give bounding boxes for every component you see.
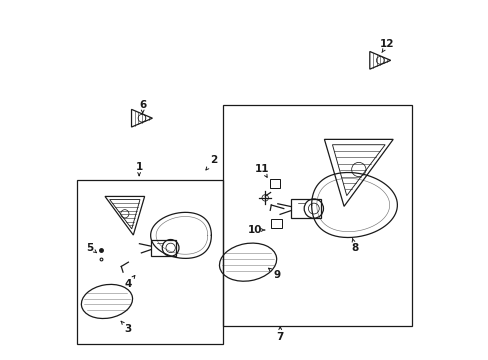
Bar	[271, 219, 282, 228]
Text: 1: 1	[135, 162, 142, 172]
Text: 4: 4	[124, 279, 132, 289]
Text: 12: 12	[379, 39, 394, 49]
Bar	[291, 199, 320, 218]
Text: 2: 2	[210, 156, 217, 165]
Bar	[223, 105, 411, 327]
Bar	[269, 179, 280, 188]
Text: 10: 10	[247, 225, 262, 235]
Text: 5: 5	[86, 243, 94, 253]
Bar	[77, 180, 223, 344]
Text: 7: 7	[276, 332, 284, 342]
Text: 3: 3	[124, 324, 132, 334]
Text: 9: 9	[272, 270, 280, 280]
Text: 11: 11	[255, 164, 269, 174]
Text: 6: 6	[139, 100, 146, 110]
Text: 8: 8	[351, 243, 358, 253]
Bar	[151, 239, 176, 256]
